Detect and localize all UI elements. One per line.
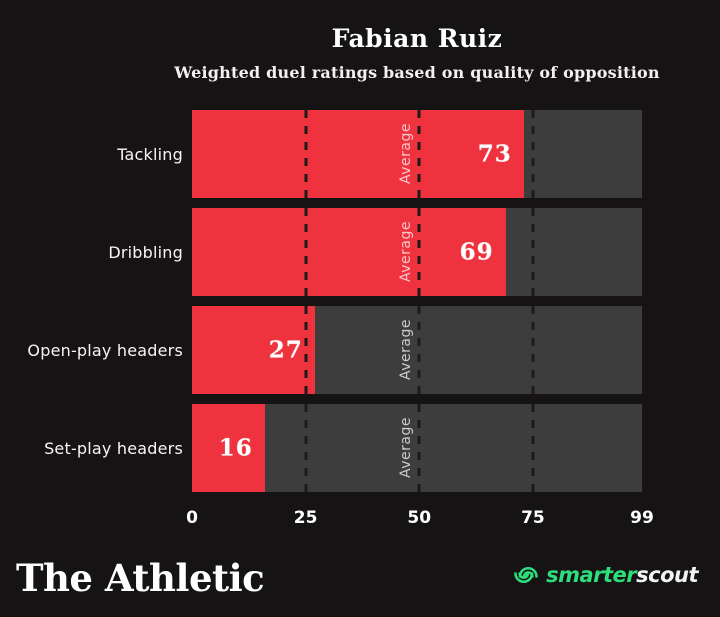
- category-label: Dribbling: [108, 242, 183, 262]
- bar-value-label: 27: [268, 336, 303, 364]
- average-line-label: Average: [398, 123, 415, 185]
- bar-fill: 69: [192, 208, 506, 296]
- bar-row: Dribbling 69 Average: [0, 208, 720, 296]
- bar-track: 69 Average: [192, 208, 642, 296]
- gridline-25: [304, 306, 308, 394]
- x-tick-0: 0: [186, 508, 198, 528]
- category-label: Tackling: [117, 144, 183, 164]
- x-tick-75: 75: [521, 508, 545, 528]
- gridline-75: [531, 404, 535, 492]
- bar-row: Set-play headers 16 Average: [0, 404, 720, 492]
- gridline-25: [304, 110, 308, 198]
- bar-row: Open-play headers 27 Average: [0, 306, 720, 394]
- swirl-strokes: [514, 567, 538, 583]
- gridline-50: [417, 110, 421, 198]
- x-tick-50: 50: [407, 508, 432, 528]
- x-tick-99: 99: [630, 508, 654, 528]
- average-line-label: Average: [398, 319, 415, 381]
- bar-fill: 16: [192, 404, 265, 492]
- bar-value-label: 73: [477, 140, 512, 168]
- gridline-75: [531, 110, 535, 198]
- smarterscout-swirl-icon: [511, 560, 541, 590]
- average-line-label: Average: [398, 417, 415, 479]
- gridline-50: [417, 306, 421, 394]
- gridline-25: [304, 404, 308, 492]
- bar-value-label: 16: [218, 434, 253, 462]
- bar-value-label: 69: [459, 238, 494, 266]
- gridline-75: [531, 208, 535, 296]
- bar-fill: 73: [192, 110, 524, 198]
- bar-track: 73 Average: [192, 110, 642, 198]
- bar-track: 16 Average: [192, 404, 642, 492]
- gridline-50: [417, 208, 421, 296]
- smarterscout-wordmark: smarterscout: [546, 563, 698, 587]
- chart-title: Fabian Ruiz: [331, 24, 503, 53]
- wordmark-smarter: smarter: [546, 563, 637, 587]
- gridline-75: [531, 306, 535, 394]
- wordmark-scout: scout: [636, 563, 698, 587]
- smarterscout-logo: smarterscout: [511, 560, 698, 590]
- bar-chart: Tackling 73 Average Dribbling 69 Average…: [0, 110, 720, 502]
- the-athletic-logo: The Athletic: [16, 556, 265, 600]
- bar-row: Tackling 73 Average: [0, 110, 720, 198]
- average-line-label: Average: [398, 221, 415, 283]
- category-label: Open-play headers: [27, 340, 183, 360]
- x-axis: 0 25 50 75 99: [186, 508, 654, 532]
- x-tick-25: 25: [293, 508, 318, 528]
- category-label: Set-play headers: [44, 438, 183, 458]
- chart-subtitle: Weighted duel ratings based on quality o…: [174, 63, 660, 82]
- bar-track: 27 Average: [192, 306, 642, 394]
- gridline-50: [417, 404, 421, 492]
- gridline-25: [304, 208, 308, 296]
- bar-fill: 27: [192, 306, 315, 394]
